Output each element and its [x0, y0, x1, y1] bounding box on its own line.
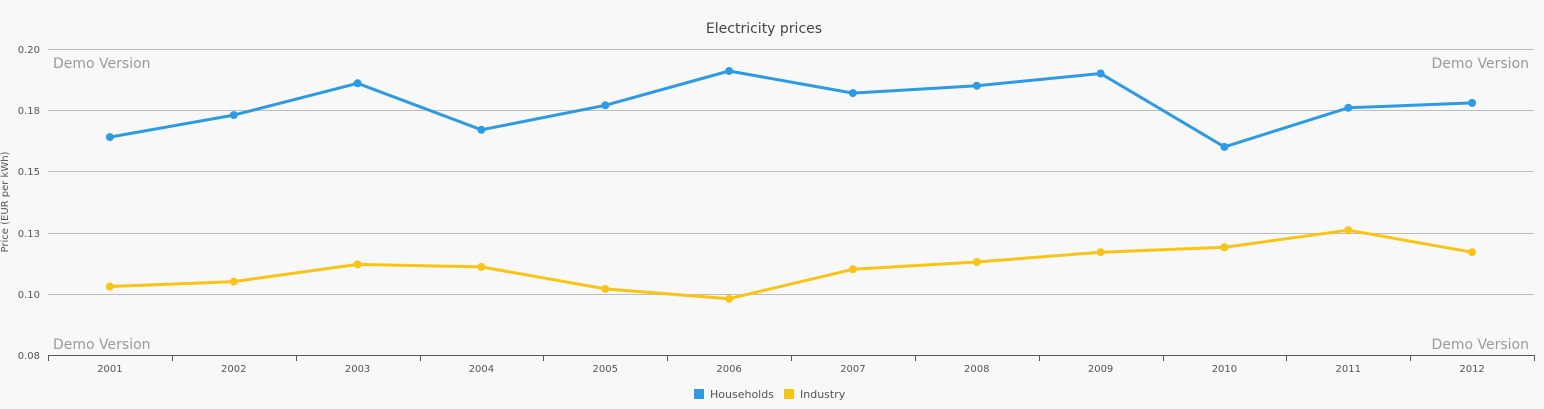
data-point-households: [1344, 103, 1353, 112]
legend-swatch: [694, 389, 704, 399]
data-point-industry: [1468, 248, 1477, 257]
data-point-industry: [229, 277, 238, 286]
data-point-industry: [1220, 243, 1229, 252]
y-tick-label: 0.15: [18, 167, 40, 178]
y-tick-label: 0.18: [18, 106, 40, 117]
x-tick-label: 2007: [840, 364, 865, 375]
data-point-industry: [601, 284, 610, 293]
data-point-industry: [1344, 226, 1353, 235]
series-lines: [108, 69, 1474, 301]
legend-label: Households: [710, 388, 774, 401]
data-point-industry: [477, 262, 486, 271]
data-point-industry: [353, 260, 362, 269]
x-tick-label: 2008: [964, 364, 989, 375]
legend-item-industry[interactable]: Industry: [784, 388, 846, 401]
data-point-industry: [848, 265, 857, 274]
series-line-industry: [108, 228, 1474, 301]
legend[interactable]: Households Industry: [694, 388, 846, 401]
data-point-households: [105, 133, 114, 142]
data-point-households: [353, 79, 362, 88]
watermark-bottom-left: Demo Version: [53, 337, 151, 353]
x-tick-label: 2003: [345, 364, 370, 375]
grid-lines: [48, 49, 1534, 295]
series-line-households: [108, 69, 1474, 149]
data-point-industry: [725, 294, 734, 303]
x-tick-label: 2009: [1088, 364, 1113, 375]
data-point-households: [477, 125, 486, 134]
y-tick-label: 0.20: [18, 45, 40, 56]
watermark-top-right: Demo Version: [1431, 56, 1529, 72]
y-axis-title: Price (EUR per kWh): [0, 151, 11, 252]
y-axis-ticks: 0.20 0.18 0.15 0.13 0.10 0.08: [18, 45, 40, 362]
x-tick-label: 2004: [469, 364, 494, 375]
x-tick-label: 2012: [1459, 364, 1484, 375]
legend-swatch: [784, 389, 794, 399]
x-tick-label: 2002: [221, 364, 246, 375]
x-tick-label: 2005: [593, 364, 618, 375]
legend-item-households[interactable]: Households: [694, 388, 774, 401]
data-point-households: [848, 89, 857, 98]
series-points: [105, 67, 1477, 303]
x-tick-label: 2001: [97, 364, 122, 375]
x-tick-label: 2011: [1336, 364, 1361, 375]
data-point-households: [725, 67, 734, 75]
watermarks: Demo Version Demo Version Demo Version D…: [53, 56, 1529, 353]
legend-label: Industry: [800, 388, 846, 401]
data-point-households: [1468, 98, 1477, 107]
data-point-households: [229, 111, 238, 120]
y-tick-label: 0.10: [18, 290, 40, 301]
y-tick-label: 0.08: [18, 351, 40, 362]
y-tick-label: 0.13: [18, 229, 40, 240]
chart-title: Electricity prices: [706, 21, 822, 37]
x-tick-label: 2010: [1212, 364, 1237, 375]
data-point-industry: [1096, 248, 1105, 257]
data-point-industry: [105, 282, 114, 291]
x-tick-label: 2006: [716, 364, 741, 375]
watermark-bottom-right: Demo Version: [1431, 337, 1529, 353]
data-point-households: [972, 81, 981, 90]
data-point-households: [601, 101, 610, 110]
data-point-households: [1220, 142, 1229, 151]
watermark-top-left: Demo Version: [53, 56, 151, 72]
x-axis: 2001 2002 2003 2004 2005 2006 2007 2008 2009 2010…: [48, 355, 1535, 375]
data-point-households: [1096, 69, 1105, 78]
data-point-industry: [972, 258, 981, 266]
